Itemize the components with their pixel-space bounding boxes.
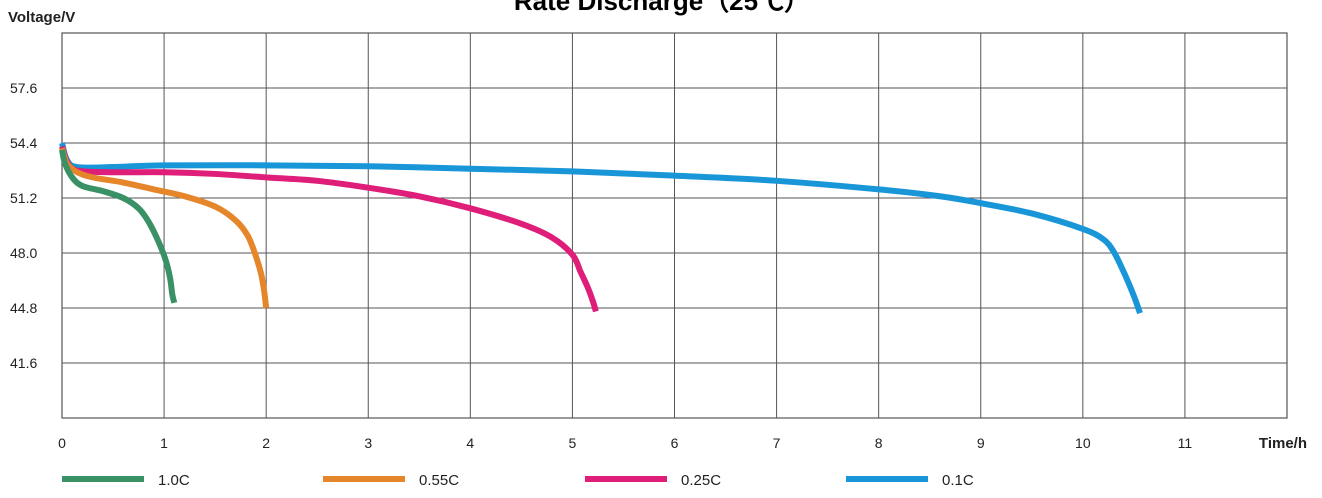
y-tick-label: 44.8 (10, 300, 37, 316)
legend-item-0-25c: 0.25C (585, 472, 721, 489)
tick-labels-group: 0 1 2 3 4 5 6 7 8 9 10 11 41.6 44.8 48.0 51.2 54.4 57.6 (10, 80, 1192, 451)
x-tick-label: 10 (1075, 435, 1091, 451)
chart-title: Rate Discharge（25℃） (514, 0, 810, 16)
y-tick-label: 54.4 (10, 135, 37, 151)
legend-swatch (846, 476, 928, 482)
series-line-0-55c (59, 147, 270, 309)
x-tick-label: 11 (1178, 435, 1193, 451)
y-tick-label: 51.2 (10, 190, 37, 206)
series-group (59, 142, 1143, 315)
legend-label: 0.1C (942, 472, 974, 489)
legend-swatch (62, 476, 144, 482)
x-tick-label: 7 (773, 435, 781, 451)
legend-item-0-55c: 0.55C (323, 472, 459, 489)
x-tick-label: 8 (875, 435, 883, 451)
x-tick-label: 1 (160, 435, 168, 451)
y-axis-label: Voltage/V (8, 9, 75, 26)
x-tick-label: 3 (364, 435, 372, 451)
legend-label: 1.0C (158, 472, 190, 489)
x-tick-label: 5 (569, 435, 577, 451)
legend-swatch (585, 476, 667, 482)
x-tick-label: 6 (671, 435, 679, 451)
y-tick-label: 57.6 (10, 80, 37, 96)
x-tick-label: 0 (58, 435, 66, 451)
x-axis-label: Time/h (1259, 435, 1307, 452)
series-line-0-1c (59, 142, 1143, 315)
y-tick-label: 41.6 (10, 355, 37, 371)
series-line-0-25c (59, 145, 599, 313)
legend-swatch (323, 476, 405, 482)
y-tick-label: 48.0 (10, 245, 37, 261)
legend-label: 0.55C (419, 472, 459, 489)
legend-label: 0.25C (681, 472, 721, 489)
legend-item-0-1c: 0.1C (846, 472, 974, 489)
legend: 1.0C 0.55C 0.25C 0.1C (62, 472, 974, 489)
x-tick-label: 9 (977, 435, 985, 451)
series-line-1-0c (59, 149, 178, 304)
x-tick-label: 2 (262, 435, 270, 451)
legend-item-1-0c: 1.0C (62, 472, 190, 489)
x-tick-label: 4 (466, 435, 474, 451)
grid-group (61, 32, 1288, 419)
